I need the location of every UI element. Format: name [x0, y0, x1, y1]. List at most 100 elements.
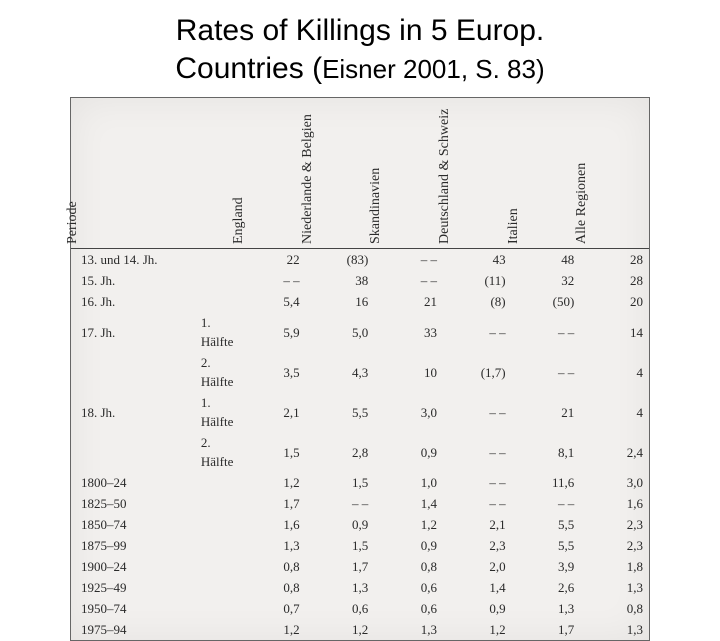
title-line2a: Countries (	[175, 52, 322, 85]
table-row: 1900–240,81,70,82,03,91,8	[71, 556, 649, 577]
cell-value: 1,5	[237, 432, 306, 472]
cell-value: 5,5	[306, 392, 375, 432]
rates-table-container: Periode England Niederlande & Belgien Sk…	[70, 97, 650, 641]
cell-value: 2,4	[580, 432, 649, 472]
cell-period: 1925–49	[71, 577, 197, 598]
cell-value: 0,7	[237, 598, 306, 619]
cell-value: 1,4	[374, 493, 443, 514]
cell-period: 1850–74	[71, 514, 197, 535]
table-row: 1850–741,60,91,22,15,52,3	[71, 514, 649, 535]
cell-value: 4	[580, 352, 649, 392]
cell-value: 4	[580, 392, 649, 432]
cell-value: – –	[374, 249, 443, 271]
table-row: 17. Jh.1. Hälfte5,95,033– –– –14	[71, 312, 649, 352]
cell-value: 20	[580, 291, 649, 312]
table-row: 18. Jh.1. Hälfte2,15,53,0– –214	[71, 392, 649, 432]
cell-value: – –	[512, 493, 581, 514]
cell-period: 13. und 14. Jh.	[71, 249, 197, 271]
cell-value: – –	[443, 472, 512, 493]
cell-period: 1975–94	[71, 619, 197, 640]
cell-value: 1,3	[306, 577, 375, 598]
table-row: 13. und 14. Jh.22(83)– –434828	[71, 249, 649, 271]
cell-value: 1,2	[374, 514, 443, 535]
table-row: 1925–490,81,30,61,42,61,3	[71, 577, 649, 598]
cell-value: (1,7)	[443, 352, 512, 392]
cell-value: 0,8	[374, 556, 443, 577]
cell-value: 1,3	[374, 619, 443, 640]
cell-sub: 1. Hälfte	[197, 312, 237, 352]
cell-value: 2,0	[443, 556, 512, 577]
cell-value: – –	[443, 392, 512, 432]
table-row: 1825–501,7– –1,4– –– –1,6	[71, 493, 649, 514]
cell-value: 1,8	[580, 556, 649, 577]
cell-value: 1,3	[237, 535, 306, 556]
cell-value: 5,9	[237, 312, 306, 352]
cell-value: – –	[374, 270, 443, 291]
cell-value: 0,9	[306, 514, 375, 535]
cell-sub	[197, 598, 237, 619]
col-header-england: England	[237, 98, 306, 249]
cell-sub	[197, 493, 237, 514]
cell-value: 3,9	[512, 556, 581, 577]
table-row: 1875–991,31,50,92,35,52,3	[71, 535, 649, 556]
table-body: 13. und 14. Jh.22(83)– –43482815. Jh. – –…	[71, 249, 649, 641]
cell-value: 33	[374, 312, 443, 352]
cell-value: 11,6	[512, 472, 581, 493]
cell-value: 2,6	[512, 577, 581, 598]
cell-value: 16	[306, 291, 375, 312]
cell-period: 1900–24	[71, 556, 197, 577]
cell-value: 0,8	[237, 577, 306, 598]
cell-period: 1950–74	[71, 598, 197, 619]
cell-value: 1,5	[306, 535, 375, 556]
cell-period	[71, 432, 197, 472]
page-title: Rates of Killings in 5 Europ. Countries …	[30, 12, 690, 87]
cell-period: 1875–99	[71, 535, 197, 556]
cell-value: 1,3	[580, 619, 649, 640]
cell-value: (50)	[512, 291, 581, 312]
title-line2b: Eisner 2001, S. 83)	[322, 54, 545, 84]
table-header-row: Periode England Niederlande & Belgien Sk…	[71, 98, 649, 249]
cell-value: 1,6	[580, 493, 649, 514]
title-line1: Rates of Killings in 5 Europ.	[176, 14, 545, 47]
cell-value: 1,4	[443, 577, 512, 598]
table-row: 1800–241,21,51,0– –11,63,0	[71, 472, 649, 493]
cell-value: – –	[443, 312, 512, 352]
cell-sub	[197, 535, 237, 556]
table-row: 1950–740,70,60,60,91,30,8	[71, 598, 649, 619]
cell-value: 1,6	[237, 514, 306, 535]
cell-value: 21	[374, 291, 443, 312]
cell-sub	[197, 291, 237, 312]
table-row: 16. Jh.5,41621(8)(50)20	[71, 291, 649, 312]
cell-value: – –	[512, 352, 581, 392]
col-header-deutschland-schweiz: Deutschland & Schweiz	[443, 98, 512, 249]
cell-value: 28	[580, 270, 649, 291]
cell-value: 3,0	[580, 472, 649, 493]
cell-sub	[197, 514, 237, 535]
cell-value: 2,8	[306, 432, 375, 472]
cell-value: – –	[512, 312, 581, 352]
cell-value: 3,5	[237, 352, 306, 392]
cell-value: 10	[374, 352, 443, 392]
cell-value: 2,1	[237, 392, 306, 432]
rates-table: Periode England Niederlande & Belgien Sk…	[71, 98, 649, 640]
cell-sub: 2. Hälfte	[197, 352, 237, 392]
cell-period: 16. Jh.	[71, 291, 197, 312]
cell-sub	[197, 249, 237, 271]
cell-value: (11)	[443, 270, 512, 291]
cell-period: 15. Jh.	[71, 270, 197, 291]
cell-value: 32	[512, 270, 581, 291]
cell-value: 28	[580, 249, 649, 271]
cell-sub	[197, 556, 237, 577]
cell-period	[71, 352, 197, 392]
cell-value: 0,8	[237, 556, 306, 577]
cell-value: 0,6	[306, 598, 375, 619]
cell-value: 38	[306, 270, 375, 291]
cell-sub: 1. Hälfte	[197, 392, 237, 432]
cell-value: 1,2	[443, 619, 512, 640]
cell-sub	[197, 619, 237, 640]
cell-value: 43	[443, 249, 512, 271]
cell-value: 1,3	[580, 577, 649, 598]
cell-value: 0,6	[374, 577, 443, 598]
cell-value: – –	[237, 270, 306, 291]
table-row: 15. Jh.– –38– –(11)3228	[71, 270, 649, 291]
